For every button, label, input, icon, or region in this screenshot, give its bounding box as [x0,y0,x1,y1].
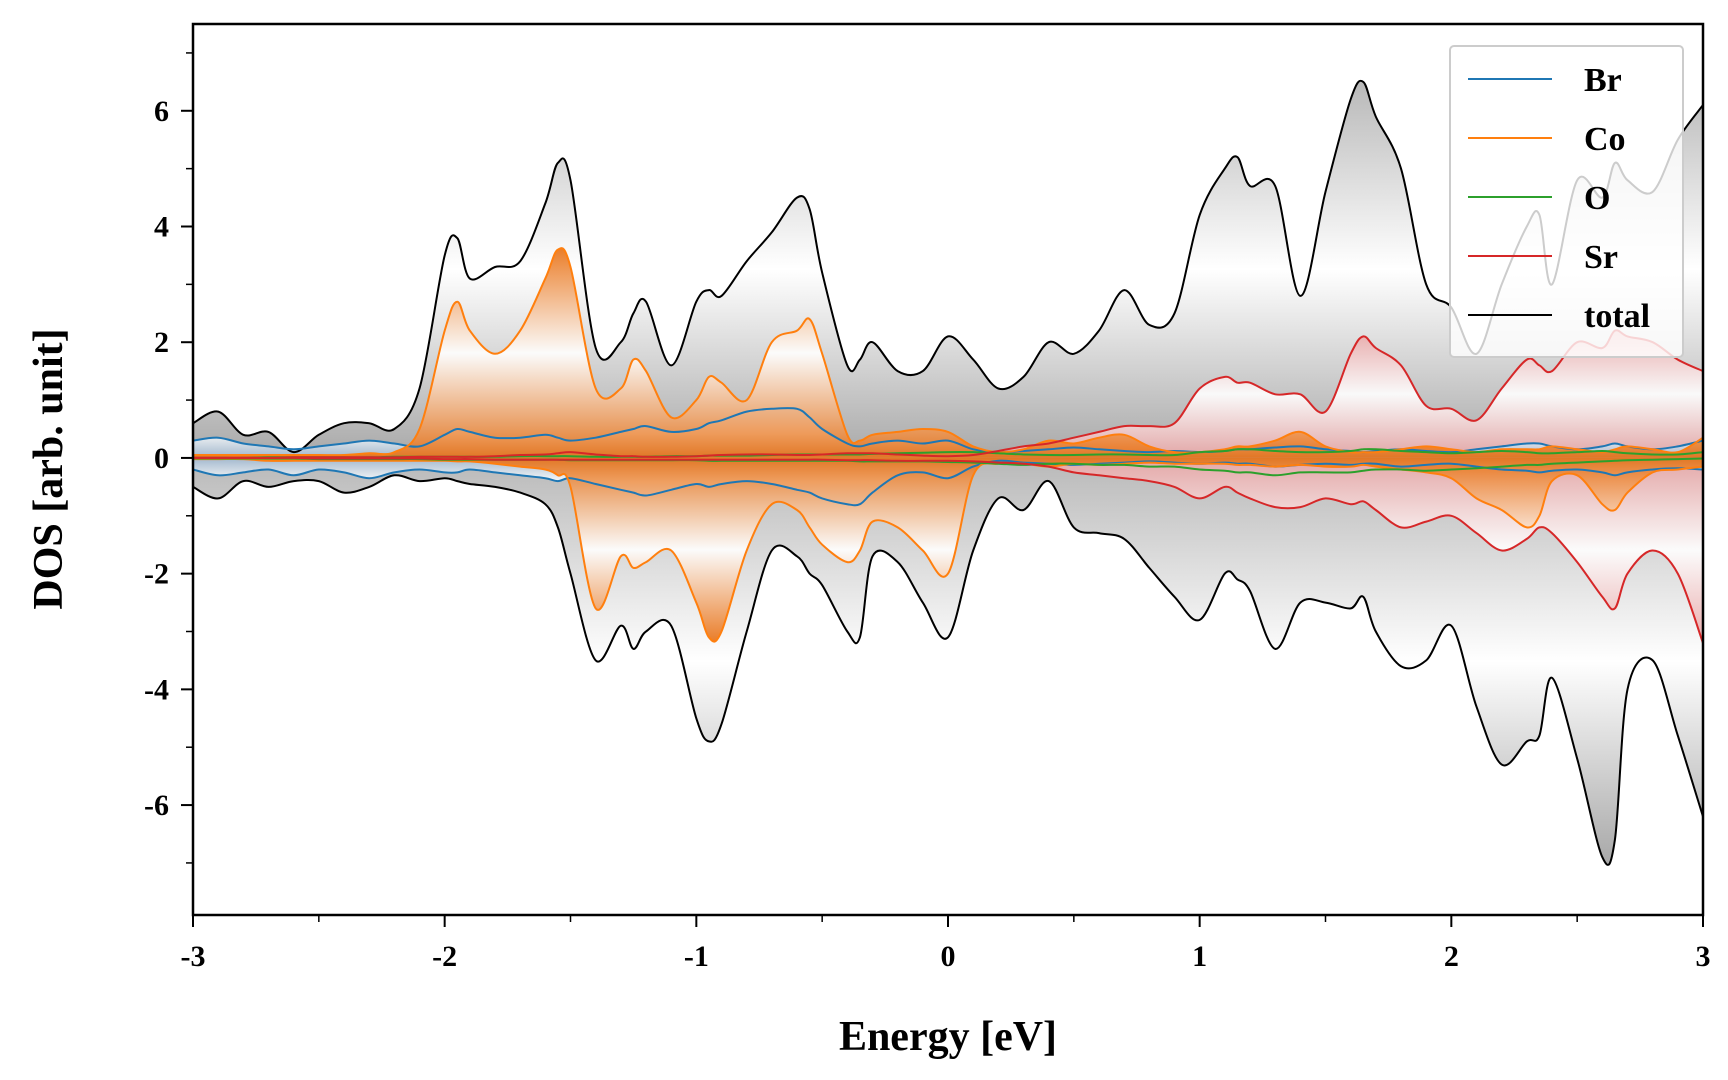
y-tick-label: -4 [144,673,169,706]
line-co-spin-down [193,457,1703,643]
y-tick-label: 0 [154,442,169,475]
legend-label-total: total [1584,298,1650,335]
legend-label-sr: Sr [1584,239,1618,276]
line-br-spin-up [193,407,1703,454]
fill-total-spin-down [193,457,1703,865]
y-tick-label: 4 [154,211,169,244]
x-axis-title: Energy [eV] [839,1014,1057,1060]
x-tick-label: -3 [181,940,206,973]
line-total-spin-down [193,474,1703,866]
fill-co-spin-up [193,248,1703,458]
line-sr-spin-up [193,329,1703,459]
y-axis: -6 -4 -2 0 2 4 6 [144,52,193,864]
line-sr-spin-down [193,456,1703,644]
line-br-spin-down [193,459,1703,507]
x-tick-label: -2 [432,940,457,973]
legend-box [1449,45,1684,358]
fill-co-spin-down [193,457,1703,642]
y-tick-label: -2 [144,558,169,591]
y-tick-label: -6 [144,789,169,822]
x-tick-label: 2 [1444,940,1459,973]
dos-fills [193,80,1703,865]
legend-label-co: Co [1584,121,1626,158]
legend-label-br: Br [1584,62,1622,99]
x-axis: -3 -2 -1 0 1 2 3 [181,915,1711,973]
line-co-spin-up [193,247,1703,457]
x-tick-label: -1 [684,940,709,973]
legend-label-o: O [1584,180,1610,217]
fill-sr-spin-up [193,330,1703,458]
y-axis-title: DOS [arb. unit] [26,328,72,609]
legend: Br Co O Sr total [1449,45,1684,358]
x-tick-label: 1 [1192,940,1207,973]
x-tick-label: 3 [1696,940,1711,973]
y-tick-label: 2 [154,326,169,359]
y-tick-label: 6 [154,95,169,128]
x-tick-label: 0 [941,940,956,973]
